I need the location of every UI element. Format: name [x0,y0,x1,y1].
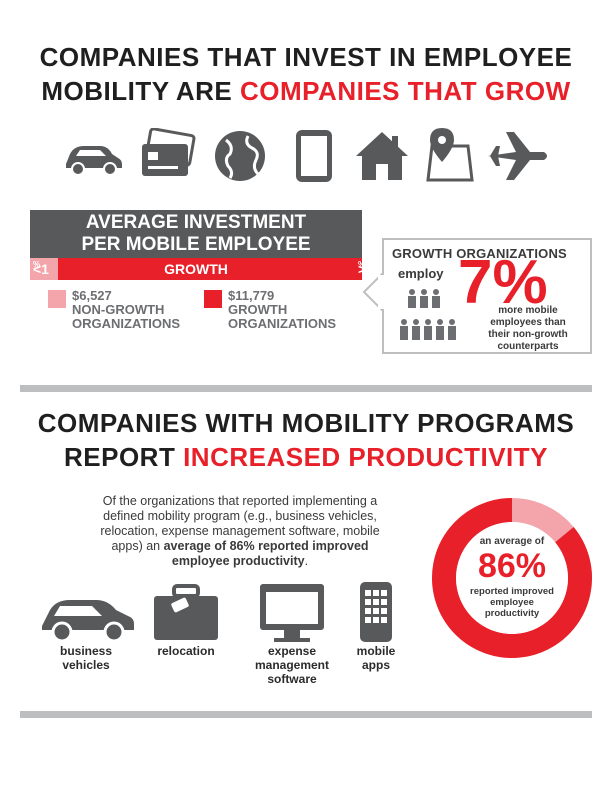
section1-title-line1: COMPANIES THAT INVEST IN EMPLOYEE [39,42,573,72]
productivity-paragraph: Of the organizations that reported imple… [100,494,380,568]
section2-title: COMPANIES WITH MOBILITY PROGRAMS REPORT … [0,406,612,474]
donut-big-value: 86% [477,547,547,585]
growth-legend: $11,779 GROWTH ORGANIZATIONS [228,289,336,331]
growth-scale-bar: <1% GROWTH >10% [30,258,382,280]
growth-organizations-title: GROWTH ORGANIZATIONS [392,246,567,261]
growth-organizations-description: more mobile employees than their non-gro… [488,305,568,352]
productivity-donut [432,498,592,658]
section-divider-top [20,385,592,392]
program-label-expense-software: expense management software [254,644,330,686]
section1-title: COMPANIES THAT INVEST IN EMPLOYEE MOBILI… [0,40,612,108]
car-icon [42,600,134,643]
monitor-icon [260,584,324,642]
growth-organizations-employ: employ [398,266,444,281]
growth-scale-low-segment [30,258,58,280]
growth-label-2: ORGANIZATIONS [228,316,337,331]
non-growth-legend-swatch [48,290,66,308]
non-growth-value: $6,527 [72,288,112,303]
mobility-icon-row [60,128,560,188]
airplane-icon [488,132,547,180]
program-label-business-vehicles: business vehicles [59,644,113,672]
growth-legend-swatch [204,290,222,308]
donut-pre: an average of [479,536,545,547]
section1-title-line2: MOBILITY ARE COMPANIES THAT GROW [41,76,571,106]
section2-title-line1: COMPANIES WITH MOBILITY PROGRAMS [37,408,575,438]
section2-title-line2: REPORT INCREASED PRODUCTIVITY [64,442,548,472]
growth-scale-label: GROWTH [164,261,228,277]
section-divider-bottom [20,711,592,718]
phone-icon [360,582,392,642]
globe-icon [215,131,265,181]
investment-title-line1: AVERAGE INVESTMENT [85,212,307,233]
map-pin-icon [426,128,474,182]
investment-header: AVERAGE INVESTMENT PER MOBILE EMPLOYEE [30,210,362,258]
investment-title-line2: PER MOBILE EMPLOYEE [81,234,311,255]
donut-caption: reported improved employee productivity [470,586,554,619]
growth-value: $11,779 [228,288,275,303]
program-label-relocation: relocation [157,644,215,658]
donut-value-arc [432,498,592,658]
people-icon [400,289,456,340]
growth-organizations-percent: 7% [458,248,548,317]
growth-label-1: GROWTH [228,302,288,317]
car-icon [66,146,122,176]
briefcase-icon [154,584,218,640]
callout-pointer-cover [378,275,386,309]
non-growth-label-1: NON-GROWTH [72,302,165,317]
home-icon [356,132,408,180]
program-label-mobile-apps: mobile apps [356,644,396,672]
non-growth-label-2: ORGANIZATIONS [72,316,181,331]
credit-card-icon [142,128,196,176]
non-growth-legend: $6,527 NON-GROWTH ORGANIZATIONS [72,289,180,331]
tablet-icon [296,130,332,182]
